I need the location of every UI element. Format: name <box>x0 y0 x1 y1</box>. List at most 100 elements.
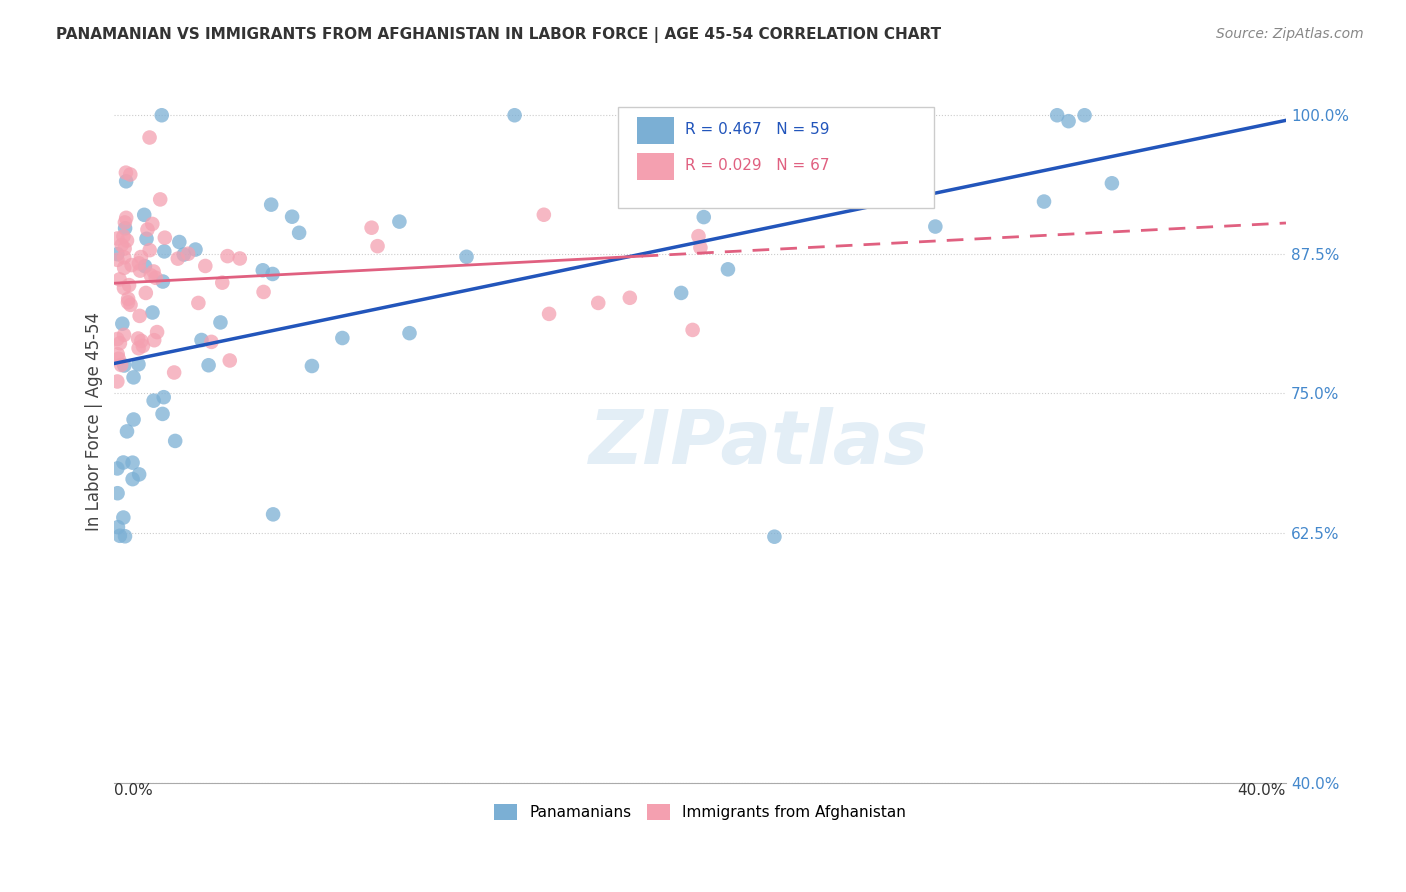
Point <box>117 292 139 306</box>
Point <box>693 210 716 224</box>
Point <box>360 220 382 235</box>
Point <box>388 214 411 228</box>
Point <box>197 358 219 372</box>
Point <box>105 332 128 346</box>
Point <box>262 508 284 522</box>
Point <box>105 375 128 389</box>
Point <box>153 230 176 244</box>
Point <box>111 238 134 252</box>
Point <box>260 197 283 211</box>
Point <box>1101 176 1123 190</box>
Point <box>131 334 153 348</box>
Point <box>142 393 165 408</box>
Point <box>107 347 129 361</box>
Text: Source: ZipAtlas.com: Source: ZipAtlas.com <box>1216 27 1364 41</box>
Point <box>118 278 141 293</box>
Point <box>120 298 142 312</box>
Point <box>107 520 129 534</box>
Point <box>122 370 145 384</box>
Point <box>117 295 139 310</box>
Point <box>121 258 143 272</box>
Text: 0.0%: 0.0% <box>114 783 153 798</box>
Point <box>128 341 150 355</box>
Text: 40.0%: 40.0% <box>1237 783 1286 798</box>
Point <box>586 296 609 310</box>
Point <box>823 167 845 181</box>
Point <box>107 486 129 500</box>
Point <box>110 358 132 372</box>
Point <box>112 510 135 524</box>
Point <box>924 219 946 234</box>
Point <box>163 366 186 380</box>
Point <box>252 285 274 299</box>
Point <box>503 108 526 122</box>
Point <box>108 272 131 286</box>
Point <box>120 168 142 182</box>
Point <box>136 222 159 236</box>
Point <box>217 249 239 263</box>
Point <box>135 285 157 300</box>
Point <box>533 208 555 222</box>
Point <box>129 250 152 264</box>
Point <box>132 339 155 353</box>
Point <box>152 390 174 404</box>
Point <box>538 307 561 321</box>
Text: ZIPatlas: ZIPatlas <box>589 407 929 480</box>
Point <box>218 353 240 368</box>
Point <box>301 359 323 373</box>
Point <box>114 221 136 235</box>
Point <box>127 357 149 371</box>
Point <box>141 305 163 319</box>
Point <box>173 247 195 261</box>
Point <box>763 530 786 544</box>
Point <box>105 252 128 267</box>
Point <box>1073 108 1095 122</box>
Point <box>166 252 188 266</box>
Point <box>127 331 149 345</box>
Point <box>114 215 136 229</box>
Point <box>112 455 135 469</box>
Point <box>115 166 138 180</box>
Point <box>688 229 710 244</box>
Point <box>115 174 138 188</box>
Point <box>112 281 135 295</box>
Point <box>108 336 131 351</box>
Point <box>190 333 212 347</box>
Point <box>122 412 145 426</box>
Point <box>141 217 163 231</box>
Point <box>105 461 128 475</box>
Text: R = 0.467   N = 59: R = 0.467 N = 59 <box>685 122 830 137</box>
Point <box>115 234 138 248</box>
Point <box>211 276 233 290</box>
Text: PANAMANIAN VS IMMIGRANTS FROM AFGHANISTAN IN LABOR FORCE | AGE 45-54 CORRELATION: PANAMANIAN VS IMMIGRANTS FROM AFGHANISTA… <box>56 27 942 43</box>
Point <box>143 333 166 347</box>
FancyBboxPatch shape <box>619 107 935 208</box>
Point <box>128 467 150 482</box>
Point <box>105 247 128 261</box>
Point <box>111 317 134 331</box>
Point <box>332 331 354 345</box>
Point <box>1033 194 1056 209</box>
Text: R = 0.029   N = 67: R = 0.029 N = 67 <box>685 159 830 173</box>
Point <box>398 326 420 340</box>
Point <box>153 244 176 259</box>
Point <box>184 243 207 257</box>
Point <box>187 296 209 310</box>
Point <box>142 264 165 278</box>
Point <box>114 242 136 256</box>
Point <box>115 425 138 439</box>
Point <box>150 108 173 122</box>
Point <box>134 208 156 222</box>
Point <box>194 259 217 273</box>
Point <box>456 250 478 264</box>
Point <box>145 270 167 285</box>
Point <box>169 235 191 249</box>
Point <box>229 252 252 266</box>
Point <box>112 359 135 373</box>
Point <box>112 260 135 275</box>
Point <box>152 407 174 421</box>
Point <box>112 229 135 244</box>
Point <box>146 325 169 339</box>
Point <box>682 323 704 337</box>
Point <box>689 241 711 255</box>
